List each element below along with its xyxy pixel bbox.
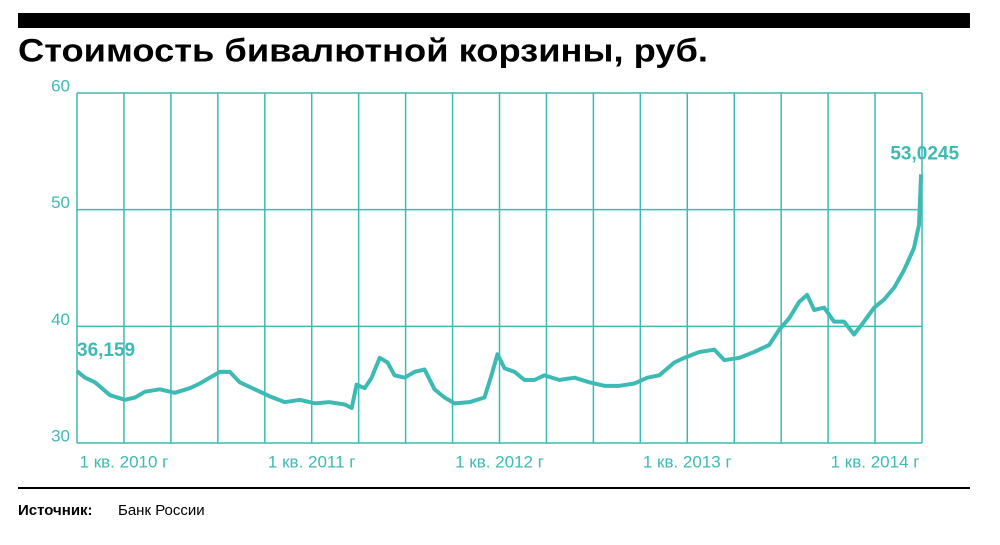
- y-tick-label: 40: [51, 310, 70, 329]
- data-label: 53,0245: [890, 143, 959, 164]
- x-tick-label: 1 кв. 2014 г: [831, 452, 920, 471]
- line: [75, 174, 924, 410]
- plot: 30 40 50 60 1 кв. 2010 г 1 кв. 2011 г 1 кв. 20…: [51, 76, 959, 471]
- x-tick-label: 1 кв. 2012 г: [455, 452, 544, 471]
- data-label: 36,159: [77, 340, 135, 361]
- source: Банк России: [118, 502, 205, 519]
- source-label: Источник:: [18, 502, 93, 519]
- x-tick-label: 1 кв. 2011 г: [268, 452, 356, 471]
- y-tick-label: 50: [51, 193, 70, 212]
- x-tick-label: 1 кв. 2010 г: [80, 452, 169, 471]
- y-tick-label: 60: [51, 76, 70, 95]
- y-tick-label: 30: [51, 426, 70, 445]
- top-bar: [18, 13, 970, 28]
- x-tick-label: 1 кв. 2013 г: [643, 452, 732, 471]
- chart-title: Стоимость бивалютной корзины, руб.: [18, 32, 708, 68]
